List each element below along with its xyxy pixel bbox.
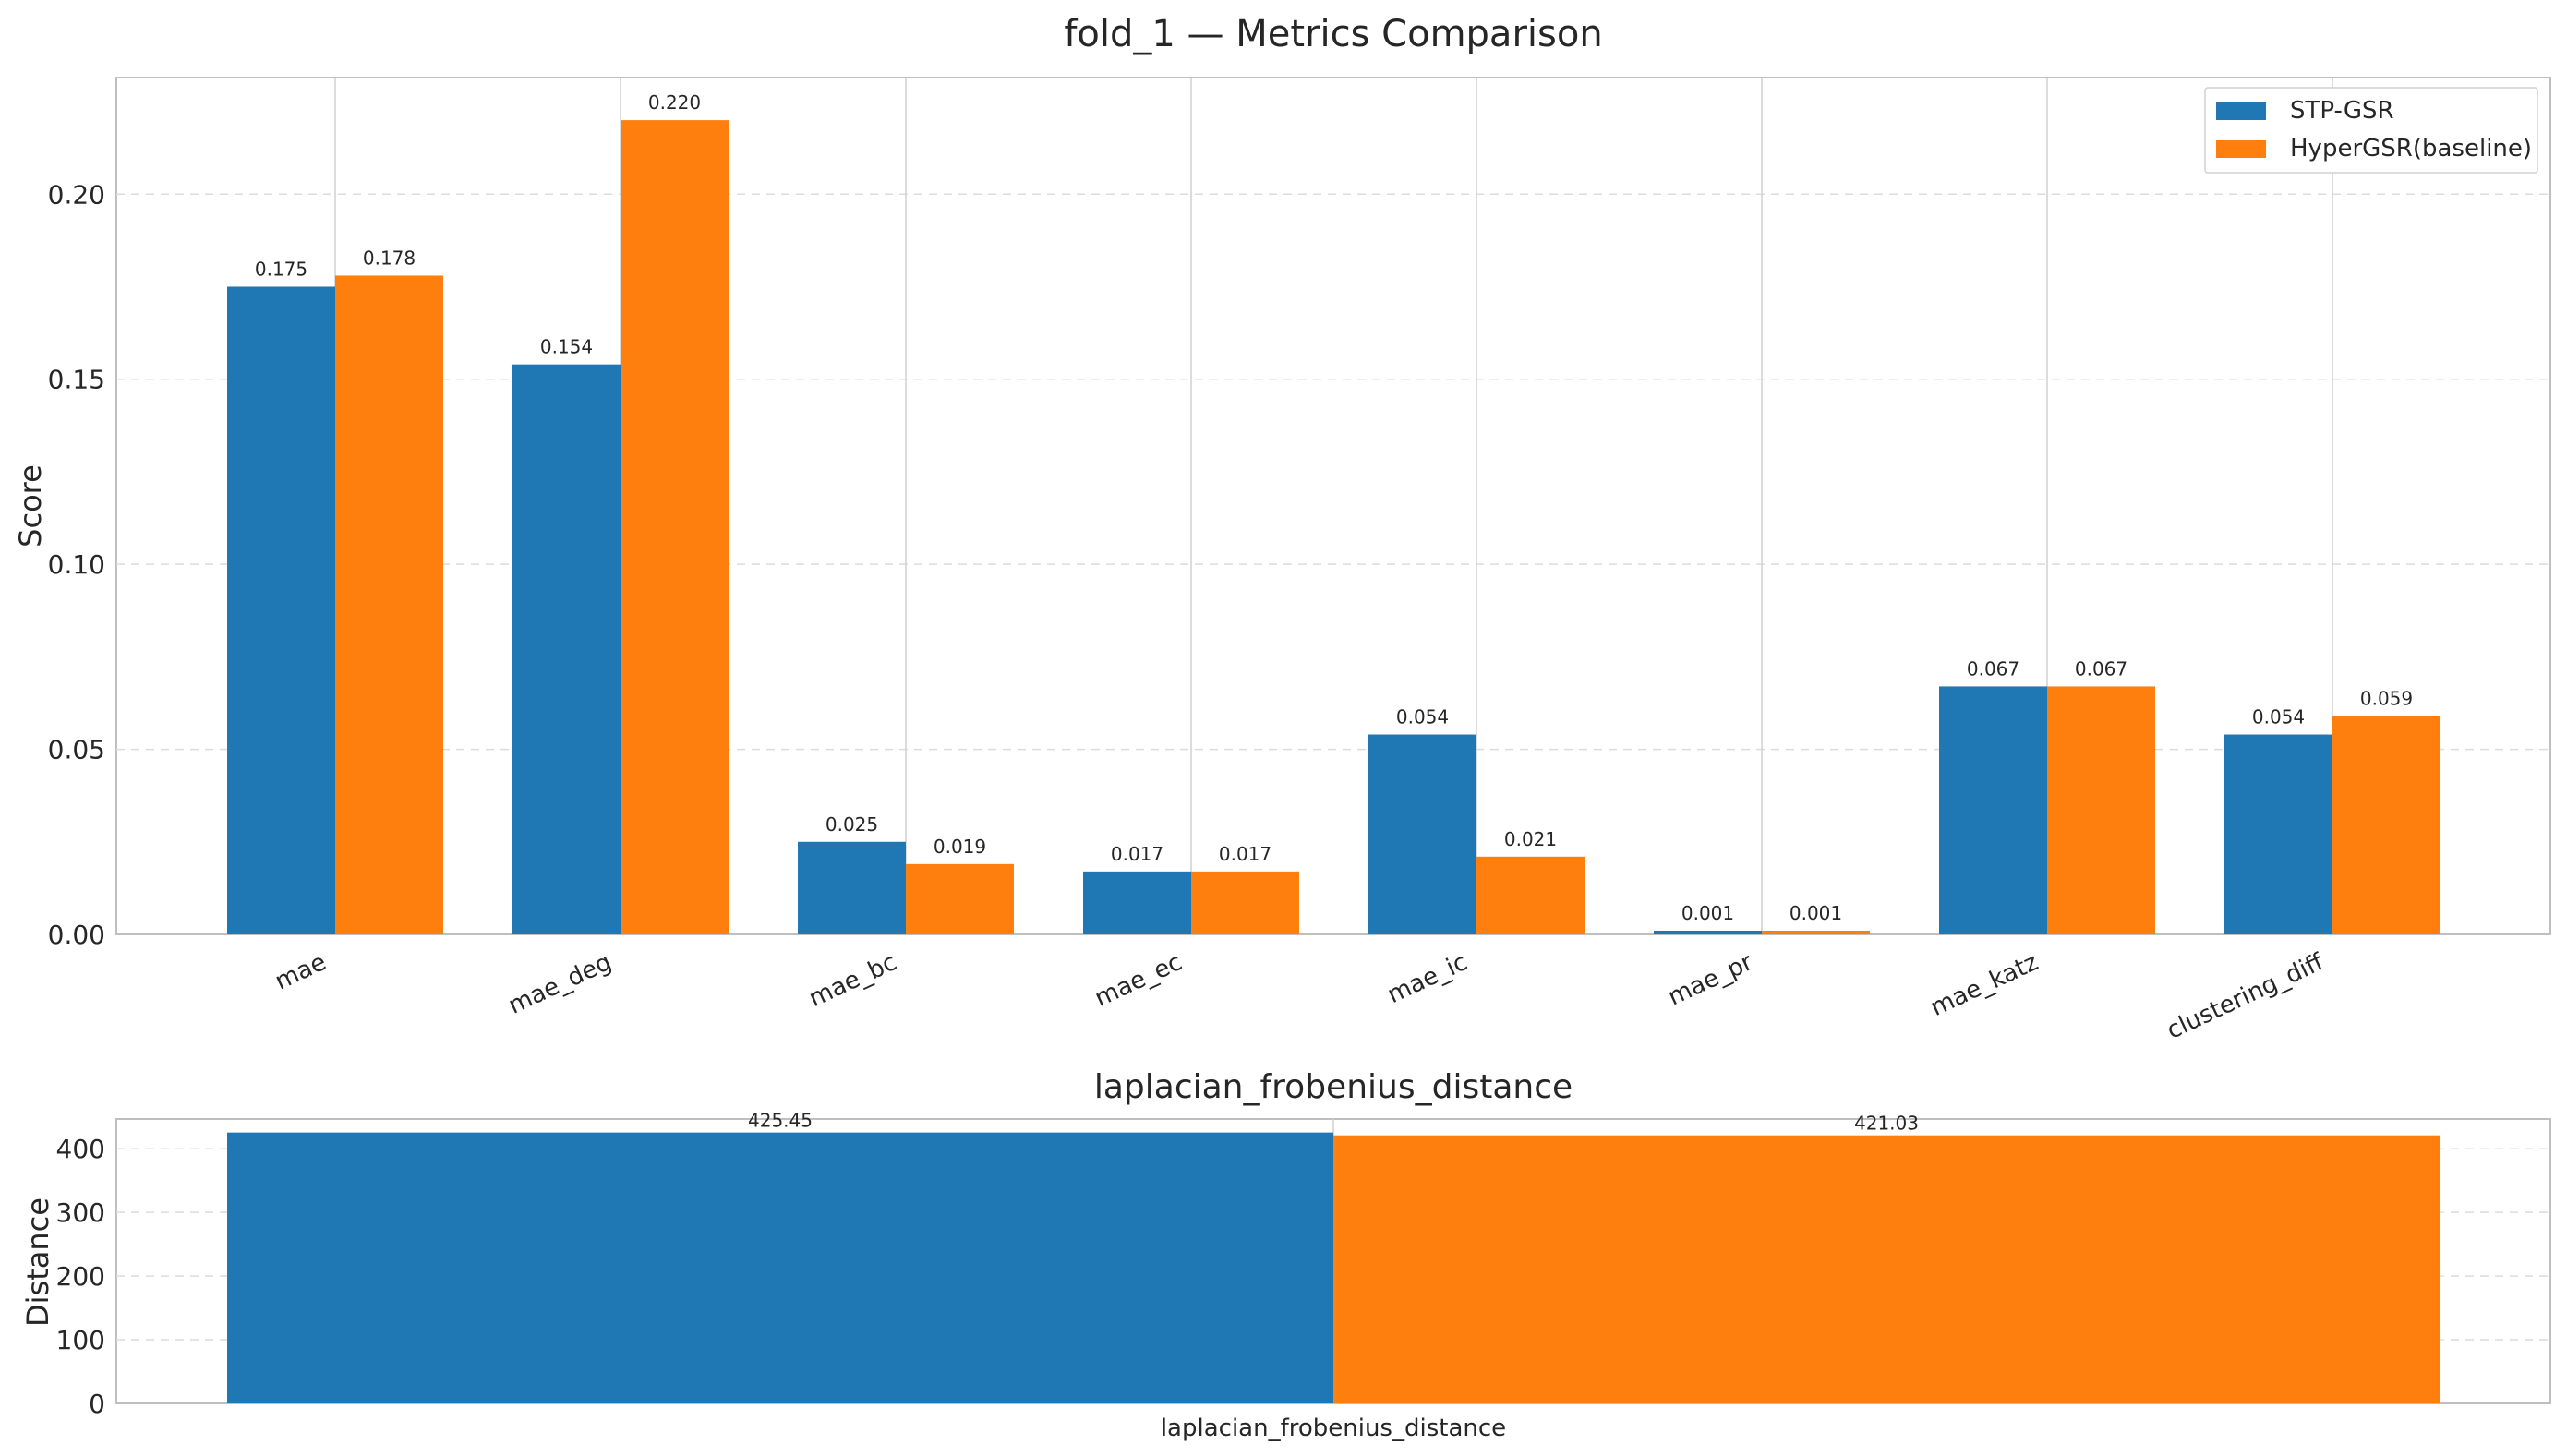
data-label-hypergsr-baseline-mae: 0.178 <box>363 247 416 269</box>
y-tick-label: 200 <box>56 1261 105 1292</box>
legend: STP-GSR HyperGSR(baseline) <box>2204 87 2538 174</box>
bar-hypergsr-baseline-mae-bc <box>906 863 1014 934</box>
bar-stp-gsr-mae-ic <box>1368 734 1476 934</box>
data-label-stp-gsr: 425.45 <box>748 1110 813 1132</box>
distance-data-labels: 425.45 421.03 <box>748 1110 1919 1135</box>
y-tick-label: 0.15 <box>48 365 105 395</box>
data-label-hypergsr-baseline-clustering-diff: 0.059 <box>2360 687 2413 709</box>
data-label-hypergsr-baseline-mae-katz: 0.067 <box>2075 657 2127 680</box>
y-tick-label: 0.10 <box>48 549 105 580</box>
data-label-hypergsr-baseline-mae-deg: 0.220 <box>648 91 701 114</box>
legend-swatch-hypergsr <box>2216 140 2266 158</box>
data-label-stp-gsr-clustering-diff: 0.054 <box>2252 706 2305 728</box>
bar-hypergsr-baseline <box>1333 1135 2440 1403</box>
data-label-stp-gsr-mae-pr: 0.001 <box>1681 902 1734 924</box>
y-tick-label: 400 <box>56 1134 105 1164</box>
bar-hypergsr-baseline-mae <box>335 275 443 935</box>
x-tick-label-clustering-diff: clustering_diff <box>2163 948 2329 1045</box>
figure-title: fold_1 — Metrics Comparison <box>1064 13 1602 55</box>
data-label-stp-gsr-mae-bc: 0.025 <box>826 813 878 836</box>
y-tick-label: 0 <box>89 1389 105 1419</box>
bar-hypergsr-baseline-mae-ec <box>1191 871 1299 934</box>
bar-stp-gsr-mae-ec <box>1083 871 1191 934</box>
distance-chart-title: laplacian_frobenius_distance <box>1094 1068 1573 1106</box>
data-label-stp-gsr-mae: 0.175 <box>255 258 307 280</box>
data-label-hypergsr-baseline-mae-ic: 0.021 <box>1504 828 1557 850</box>
x-tick-label-mae-pr: mae_pr <box>1664 948 1757 1012</box>
metrics-plot-area <box>115 77 2551 935</box>
x-tick-label-mae-ic: mae_ic <box>1383 948 1472 1009</box>
y-tick-label: 0.20 <box>48 179 105 210</box>
bar-stp-gsr-mae-pr <box>1654 930 1762 934</box>
bar-hypergsr-baseline-mae-pr <box>1762 930 1870 934</box>
bar-hypergsr-baseline-mae-ic <box>1476 856 1585 934</box>
distance-bars <box>227 1132 2440 1403</box>
data-label-hypergsr-baseline-mae-ec: 0.017 <box>1219 843 1271 865</box>
data-label-hypergsr-baseline: 421.03 <box>1854 1113 1919 1135</box>
x-tick-label-mae-ec: mae_ec <box>1091 948 1187 1013</box>
y-tick-label: 300 <box>56 1197 105 1228</box>
data-label-stp-gsr-mae-ic: 0.054 <box>1396 706 1449 728</box>
bar-stp-gsr <box>227 1132 1333 1403</box>
y-tick-label: 0.00 <box>48 920 105 950</box>
x-tick-label-mae-katz: mae_katz <box>1926 948 2043 1022</box>
legend-label-hypergsr: HyperGSR(baseline) <box>2290 135 2532 162</box>
data-label-stp-gsr-mae-deg: 0.154 <box>540 336 593 358</box>
metrics-x-ticks: mae mae_deg mae_bc mae_ec mae_ic mae_pr mae_ka… <box>271 948 2329 1045</box>
legend-box <box>2204 87 2538 174</box>
metrics-y-axis-label: Score <box>13 464 48 548</box>
data-label-stp-gsr-mae-ec: 0.017 <box>1111 843 1163 865</box>
x-tick-label-laplacian-frobenius-distance: laplacian_frobenius_distance <box>1161 1414 1506 1442</box>
bar-stp-gsr-mae-deg <box>512 364 621 934</box>
bar-stp-gsr-mae-bc <box>798 841 906 934</box>
metrics-y-ticks: 0.00 0.05 0.10 0.15 0.20 <box>48 179 105 950</box>
y-tick-label: 100 <box>56 1325 105 1355</box>
metrics-data-labels: 0.175 0.178 0.154 0.220 0.025 0.019 0.017 0.017… <box>255 91 2413 924</box>
bar-hypergsr-baseline-clustering-diff <box>2332 716 2440 934</box>
distance-y-axis-label: Distance <box>20 1197 55 1327</box>
bar-stp-gsr-mae <box>227 286 335 934</box>
legend-swatch-stp-gsr <box>2216 102 2266 120</box>
x-tick-label-mae-bc: mae_bc <box>805 948 901 1013</box>
bar-hypergsr-baseline-mae-deg <box>621 120 729 934</box>
legend-label-stp-gsr: STP-GSR <box>2290 97 2394 125</box>
y-tick-label: 0.05 <box>48 735 105 765</box>
bar-stp-gsr-clustering-diff <box>2224 734 2332 934</box>
data-label-hypergsr-baseline-mae-bc: 0.019 <box>934 836 986 858</box>
distance-y-ticks: 0 100 200 300 400 <box>56 1134 105 1419</box>
distance-x-ticks: laplacian_frobenius_distance <box>1161 1414 1506 1442</box>
bar-stp-gsr-mae-katz <box>1939 686 2047 934</box>
metrics-chart: 0.000.050.100.150.20 mae mae_deg mae_bc mae… <box>13 77 2551 1045</box>
x-tick-label-mae: mae <box>271 948 331 995</box>
x-tick-label-mae-deg: mae_deg <box>504 948 616 1020</box>
data-label-hypergsr-baseline-mae-pr: 0.001 <box>1790 902 1842 924</box>
bar-hypergsr-baseline-mae-katz <box>2047 686 2155 934</box>
data-label-stp-gsr-mae-katz: 0.067 <box>1967 657 2019 680</box>
distance-chart: laplacian_frobenius_distance 0 100 200 300 4… <box>20 1068 2551 1442</box>
metrics-bars <box>227 120 2440 935</box>
